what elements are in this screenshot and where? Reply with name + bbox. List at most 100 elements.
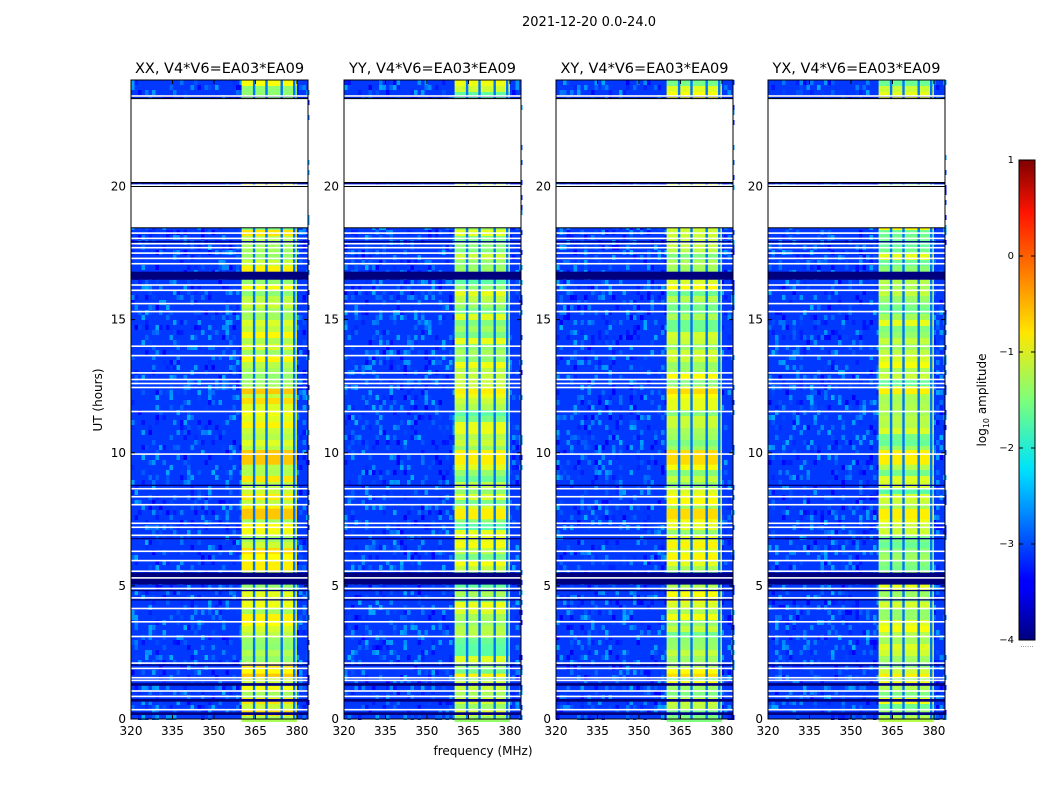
heatmap-cell — [190, 655, 194, 660]
heatmap-cell — [295, 485, 299, 490]
rfi-band-segment — [454, 284, 510, 290]
rfi-band-segment — [241, 680, 297, 686]
heatmap-cell — [400, 310, 404, 315]
heatmap-cell — [424, 390, 428, 395]
heatmap-cell — [180, 330, 184, 335]
heatmap-cell — [389, 390, 393, 395]
flagged-row — [131, 522, 308, 525]
flagged-row — [344, 534, 521, 537]
heatmap-cell — [636, 95, 640, 100]
heatmap-cell — [633, 240, 637, 245]
rfi-band-segment — [241, 638, 297, 644]
heatmap-cell — [145, 670, 149, 675]
heatmap-cell — [152, 480, 156, 485]
heatmap-cell — [197, 530, 201, 535]
heatmap-cell — [201, 505, 205, 510]
heatmap-cell — [225, 600, 229, 605]
heatmap-cell — [375, 80, 379, 85]
heatmap-cell — [424, 505, 428, 510]
heatmap-cell — [393, 360, 397, 365]
heatmap-cell — [431, 670, 435, 675]
heatmap-cell — [396, 95, 400, 100]
heatmap-cell — [403, 585, 407, 590]
rfi-band-segment — [241, 254, 297, 260]
heatmap-cell — [232, 350, 236, 355]
heatmap-cell — [428, 395, 432, 400]
heatmap-cell — [141, 375, 145, 380]
heatmap-cell — [145, 650, 149, 655]
heatmap-cell — [393, 685, 397, 690]
heatmap-cell — [445, 425, 449, 430]
dark-row — [344, 589, 521, 592]
heatmap-cell — [365, 570, 369, 575]
heatmap-cell — [410, 420, 414, 425]
heatmap-cell — [180, 260, 184, 265]
heatmap-cell — [515, 425, 519, 430]
heatmap-cell — [145, 590, 149, 595]
heatmap-cell — [173, 530, 177, 535]
dark-row — [131, 712, 308, 715]
heatmap-cell — [162, 445, 166, 450]
heatmap-cell — [438, 640, 442, 645]
rfi-gap-column — [506, 80, 509, 719]
x-tick-label: 335 — [161, 724, 184, 738]
heatmap-cell — [239, 630, 243, 635]
heatmap-cell — [183, 625, 187, 630]
heatmap-cell — [222, 95, 226, 100]
heatmap-cell — [438, 280, 442, 285]
heatmap-cell — [208, 555, 212, 560]
heatmap-cell — [403, 440, 407, 445]
heatmap-cell — [155, 650, 159, 655]
heatmap-cell — [438, 375, 442, 380]
heatmap-cell — [166, 390, 170, 395]
heatmap-cell — [152, 670, 156, 675]
heatmap-cell — [379, 645, 383, 650]
heatmap-cell — [591, 95, 595, 100]
heatmap-cell — [169, 310, 173, 315]
heatmap-cell — [449, 705, 453, 710]
heatmap-cell — [208, 610, 212, 615]
heatmap-cell — [239, 85, 243, 90]
heatmap-cell — [361, 450, 365, 455]
heatmap-cell — [239, 345, 243, 350]
rfi-band-segment — [241, 332, 297, 338]
heatmap-cell — [201, 635, 205, 640]
heatmap-cell — [452, 240, 456, 245]
heatmap-cell — [438, 625, 442, 630]
heatmap-cell — [194, 325, 198, 330]
rfi-band-segment — [454, 488, 510, 494]
heatmap-cell — [236, 280, 240, 285]
heatmap-cell — [661, 280, 665, 285]
heatmap-cell — [173, 715, 177, 720]
heatmap-cell — [396, 305, 400, 310]
heatmap-cell — [410, 535, 414, 540]
heatmap-cell — [442, 340, 446, 345]
x-tick-label: 320 — [120, 724, 143, 738]
heatmap-cell — [452, 340, 456, 345]
heatmap-cell — [347, 505, 351, 510]
rfi-band-segment — [241, 302, 297, 308]
dark-row — [131, 484, 308, 486]
heatmap-cell — [608, 285, 612, 290]
y-tick-label: 10 — [324, 446, 339, 460]
heatmap-cell — [386, 395, 390, 400]
heatmap-cell — [365, 490, 369, 495]
heatmap-cell — [155, 515, 159, 520]
heatmap-cell — [379, 565, 383, 570]
heatmap-cell — [442, 550, 446, 555]
heatmap-cell — [372, 260, 376, 265]
heatmap-cell — [351, 440, 355, 445]
heatmap-cell — [400, 420, 404, 425]
heatmap-cell — [344, 85, 348, 90]
heatmap-cell — [435, 570, 439, 575]
heatmap-cell — [358, 565, 362, 570]
heatmap-cell — [570, 235, 574, 240]
heatmap-cell — [299, 555, 303, 560]
heatmap-cell — [428, 465, 432, 470]
heatmap-cell — [379, 80, 383, 85]
heatmap-cell — [218, 355, 222, 360]
heatmap-cell — [211, 365, 215, 370]
heatmap-cell — [421, 605, 425, 610]
heatmap-cell — [647, 265, 651, 270]
flagged-row — [344, 252, 521, 254]
